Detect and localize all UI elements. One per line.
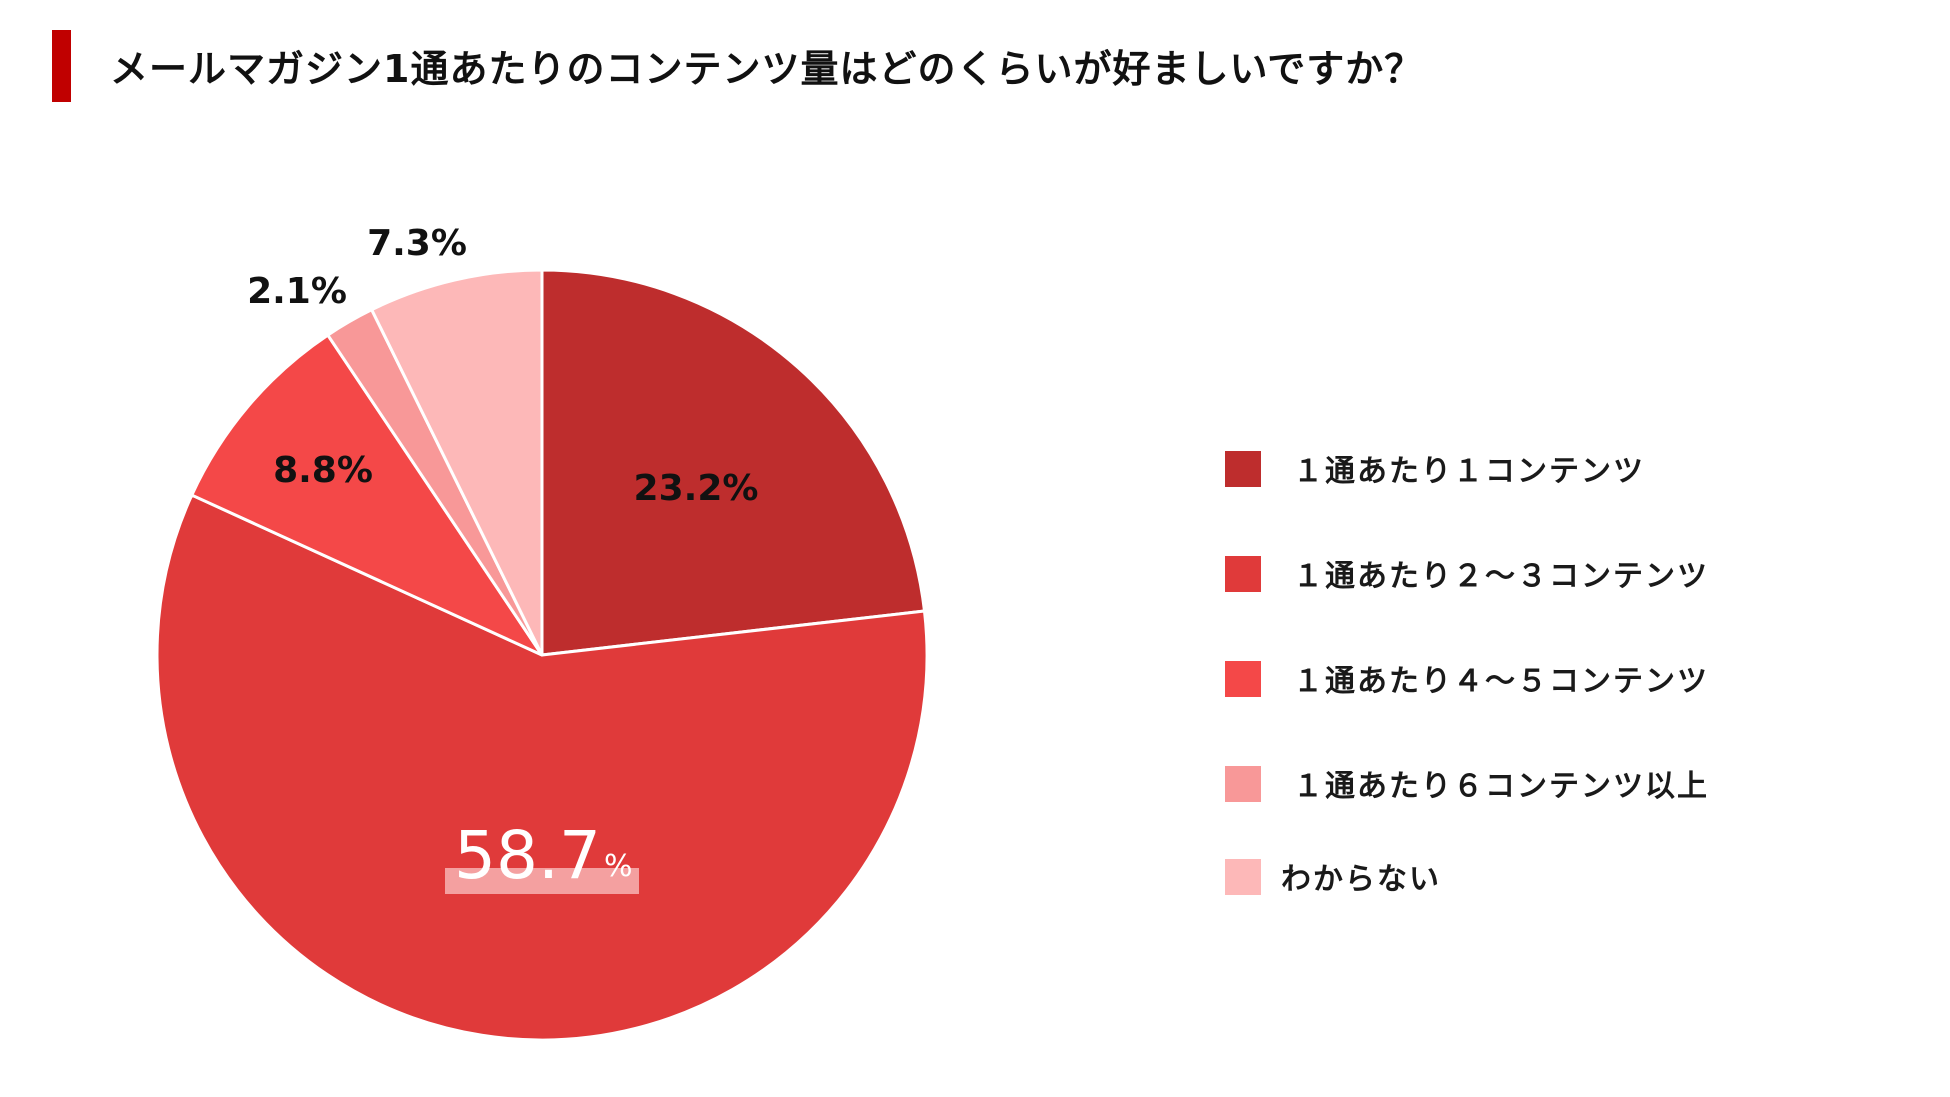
legend-label: １通あたり２～３コンテンツ bbox=[1293, 559, 1709, 594]
slice-value-label: 8.8% bbox=[273, 450, 373, 491]
title-accent-bar bbox=[52, 30, 71, 102]
legend-item: １通あたり２～３コンテンツ bbox=[1225, 551, 1709, 656]
legend-item: １通あたり１コンテンツ bbox=[1225, 446, 1709, 551]
legend-item: わからない bbox=[1225, 854, 1709, 959]
slice-value-label-large: 58.7 bbox=[454, 817, 601, 894]
legend-swatch bbox=[1225, 451, 1261, 487]
legend-label: １通あたり４～５コンテンツ bbox=[1293, 664, 1709, 699]
legend-swatch bbox=[1225, 556, 1261, 592]
legend-swatch bbox=[1225, 661, 1261, 697]
legend-label: わからない bbox=[1281, 862, 1441, 897]
legend-swatch bbox=[1225, 766, 1261, 802]
legend-swatch bbox=[1225, 859, 1261, 895]
pie-slice bbox=[190, 333, 544, 657]
label-highlight bbox=[445, 868, 639, 894]
chart-legend: １通あたり１コンテンツ １通あたり２～３コンテンツ １通あたり４～５コンテンツ … bbox=[1225, 446, 1709, 959]
slice-value-unit: % bbox=[604, 849, 633, 884]
pie-slice bbox=[370, 268, 544, 657]
legend-label: １通あたり１コンテンツ bbox=[1293, 454, 1645, 489]
legend-label: １通あたり６コンテンツ以上 bbox=[1293, 769, 1709, 804]
pie-slice bbox=[155, 493, 929, 1042]
slice-value-label: 23.2% bbox=[634, 468, 759, 509]
slice-value-label: 7.3% bbox=[367, 223, 467, 264]
pie-slice bbox=[540, 268, 926, 657]
chart-title: メールマガジン1通あたりのコンテンツ量はどのくらいが好ましいですか？ bbox=[110, 47, 1424, 91]
slice-value-label: 2.1% bbox=[247, 271, 347, 312]
legend-item: １通あたり４～５コンテンツ bbox=[1225, 656, 1709, 761]
legend-item: １通あたり６コンテンツ以上 bbox=[1225, 761, 1709, 866]
